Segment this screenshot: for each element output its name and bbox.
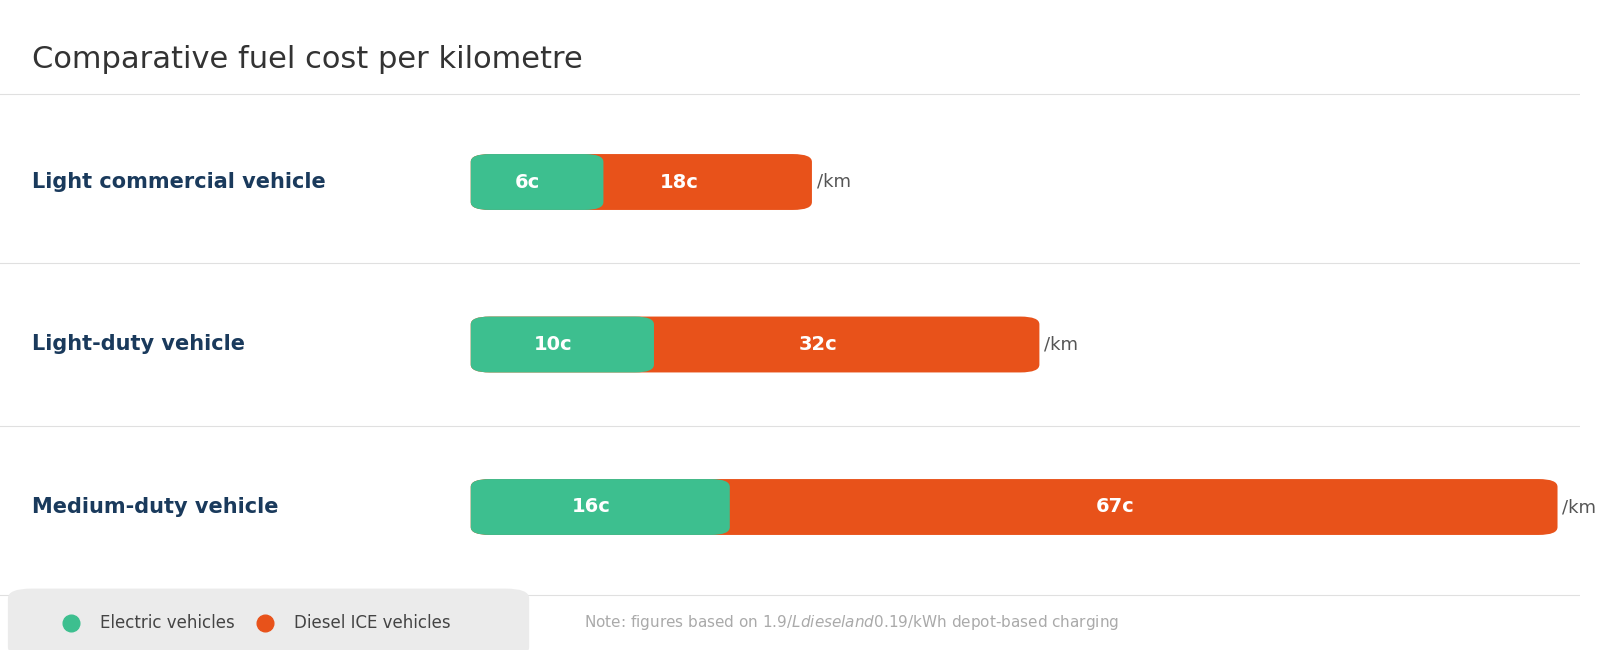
Text: 16c: 16c: [571, 497, 610, 517]
Text: 18c: 18c: [659, 172, 699, 192]
FancyBboxPatch shape: [470, 154, 811, 210]
Text: 6c: 6c: [515, 172, 541, 192]
FancyBboxPatch shape: [8, 589, 530, 650]
Text: Comparative fuel cost per kilometre: Comparative fuel cost per kilometre: [32, 46, 582, 75]
Text: Light-duty vehicle: Light-duty vehicle: [32, 335, 245, 354]
Text: Diesel ICE vehicles: Diesel ICE vehicles: [294, 614, 451, 632]
FancyBboxPatch shape: [470, 479, 1557, 535]
Text: /km: /km: [1562, 498, 1597, 516]
Text: Electric vehicles: Electric vehicles: [99, 614, 234, 632]
Text: /km: /km: [1045, 335, 1078, 354]
Text: 10c: 10c: [533, 335, 573, 354]
FancyBboxPatch shape: [470, 317, 654, 372]
Text: Light commercial vehicle: Light commercial vehicle: [32, 172, 325, 192]
Text: Note: figures based on $1.9/L diesel and $0.19/kWh depot-based charging: Note: figures based on $1.9/L diesel and…: [584, 613, 1120, 632]
Text: 67c: 67c: [1096, 497, 1134, 517]
FancyBboxPatch shape: [470, 479, 730, 535]
Text: 32c: 32c: [798, 335, 838, 354]
FancyBboxPatch shape: [470, 154, 603, 210]
Text: /km: /km: [816, 173, 851, 191]
Text: Medium-duty vehicle: Medium-duty vehicle: [32, 497, 278, 517]
FancyBboxPatch shape: [470, 317, 1040, 372]
